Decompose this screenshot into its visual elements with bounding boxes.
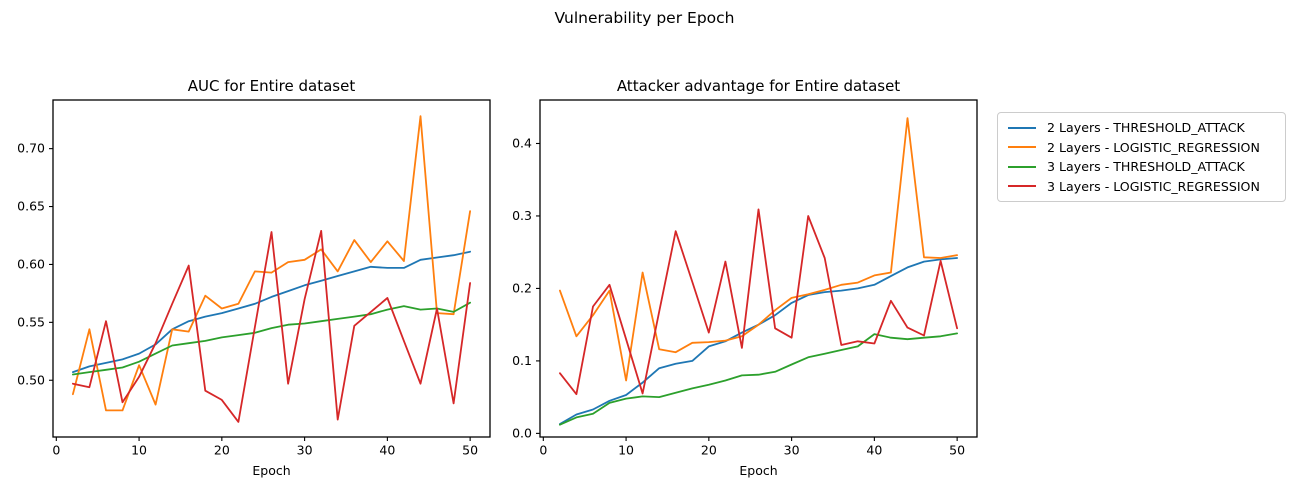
y-tick-label: 0.4 — [512, 135, 532, 150]
y-tick-label: 0.3 — [512, 208, 532, 223]
legend-item-2: 3 Layers - THRESHOLD_ATTACK — [1008, 159, 1275, 174]
y-tick-label: 0.55 — [17, 314, 45, 329]
series-line-1 — [72, 115, 472, 412]
y-tick-label: 0.50 — [17, 372, 45, 387]
x-axis-label: Epoch — [252, 463, 290, 478]
y-tick-label: 0.70 — [17, 141, 45, 156]
legend-item-1: 2 Layers - LOGISTIC_REGRESSION — [1008, 140, 1275, 155]
y-tick-label: 0.65 — [17, 199, 45, 214]
series-line-3 — [72, 229, 472, 423]
x-tick-label: 0 — [52, 443, 60, 458]
legend-line-swatch — [1008, 126, 1036, 129]
x-tick-label: 50 — [949, 443, 965, 458]
legend-item-3: 3 Layers - LOGISTIC_REGRESSION — [1008, 179, 1275, 194]
series-line-1 — [559, 117, 958, 382]
legend-label: 3 Layers - THRESHOLD_ATTACK — [1047, 159, 1245, 175]
legend-label: 3 Layers - LOGISTIC_REGRESSION — [1047, 178, 1260, 194]
chart-title: Attacker advantage for Entire dataset — [617, 77, 900, 95]
x-tick-label: 30 — [297, 443, 313, 458]
axes-1: 0 10 20 30 40 50 0.0 0.1 0.2 0.3 0.4 Attacker advan… — [512, 77, 978, 478]
x-tick-label: 40 — [866, 443, 882, 458]
legend-label: 2 Layers - THRESHOLD_ATTACK — [1047, 120, 1245, 136]
series-line-0 — [72, 250, 472, 374]
x-tick-label: 40 — [379, 443, 395, 458]
legend-label: 2 Layers - LOGISTIC_REGRESSION — [1047, 139, 1260, 155]
y-tick-label: 0.60 — [17, 256, 45, 271]
legend-line-swatch — [1008, 146, 1036, 149]
figure-suptitle: Vulnerability per Epoch — [554, 9, 735, 27]
legend-line-swatch — [1008, 165, 1036, 168]
axes-frame — [52, 99, 491, 438]
series-line-2 — [72, 301, 472, 376]
x-axis-label: Epoch — [739, 463, 777, 478]
x-tick-label: 10 — [131, 443, 147, 458]
legend-item-0: 2 Layers - THRESHOLD_ATTACK — [1008, 120, 1275, 135]
legend-box: 2 Layers - THRESHOLD_ATTACK 2 Layers - LO… — [997, 112, 1286, 202]
x-tick-label: 10 — [618, 443, 634, 458]
series-line-3 — [559, 208, 958, 396]
x-tick-label: 30 — [784, 443, 800, 458]
x-tick-label: 0 — [539, 443, 547, 458]
axes-0: 0 10 20 30 40 50 0.50 0.55 0.60 0.65 0.70 AUC for E… — [17, 77, 491, 478]
legend-line-swatch — [1008, 185, 1036, 188]
x-tick-label: 50 — [462, 443, 478, 458]
x-tick-label: 20 — [214, 443, 230, 458]
y-tick-label: 0.2 — [512, 280, 532, 295]
y-tick-label: 0.1 — [512, 353, 532, 368]
series-line-2 — [559, 332, 958, 426]
x-tick-label: 20 — [701, 443, 717, 458]
chart-title: AUC for Entire dataset — [188, 77, 356, 95]
y-tick-label: 0.0 — [512, 425, 532, 440]
